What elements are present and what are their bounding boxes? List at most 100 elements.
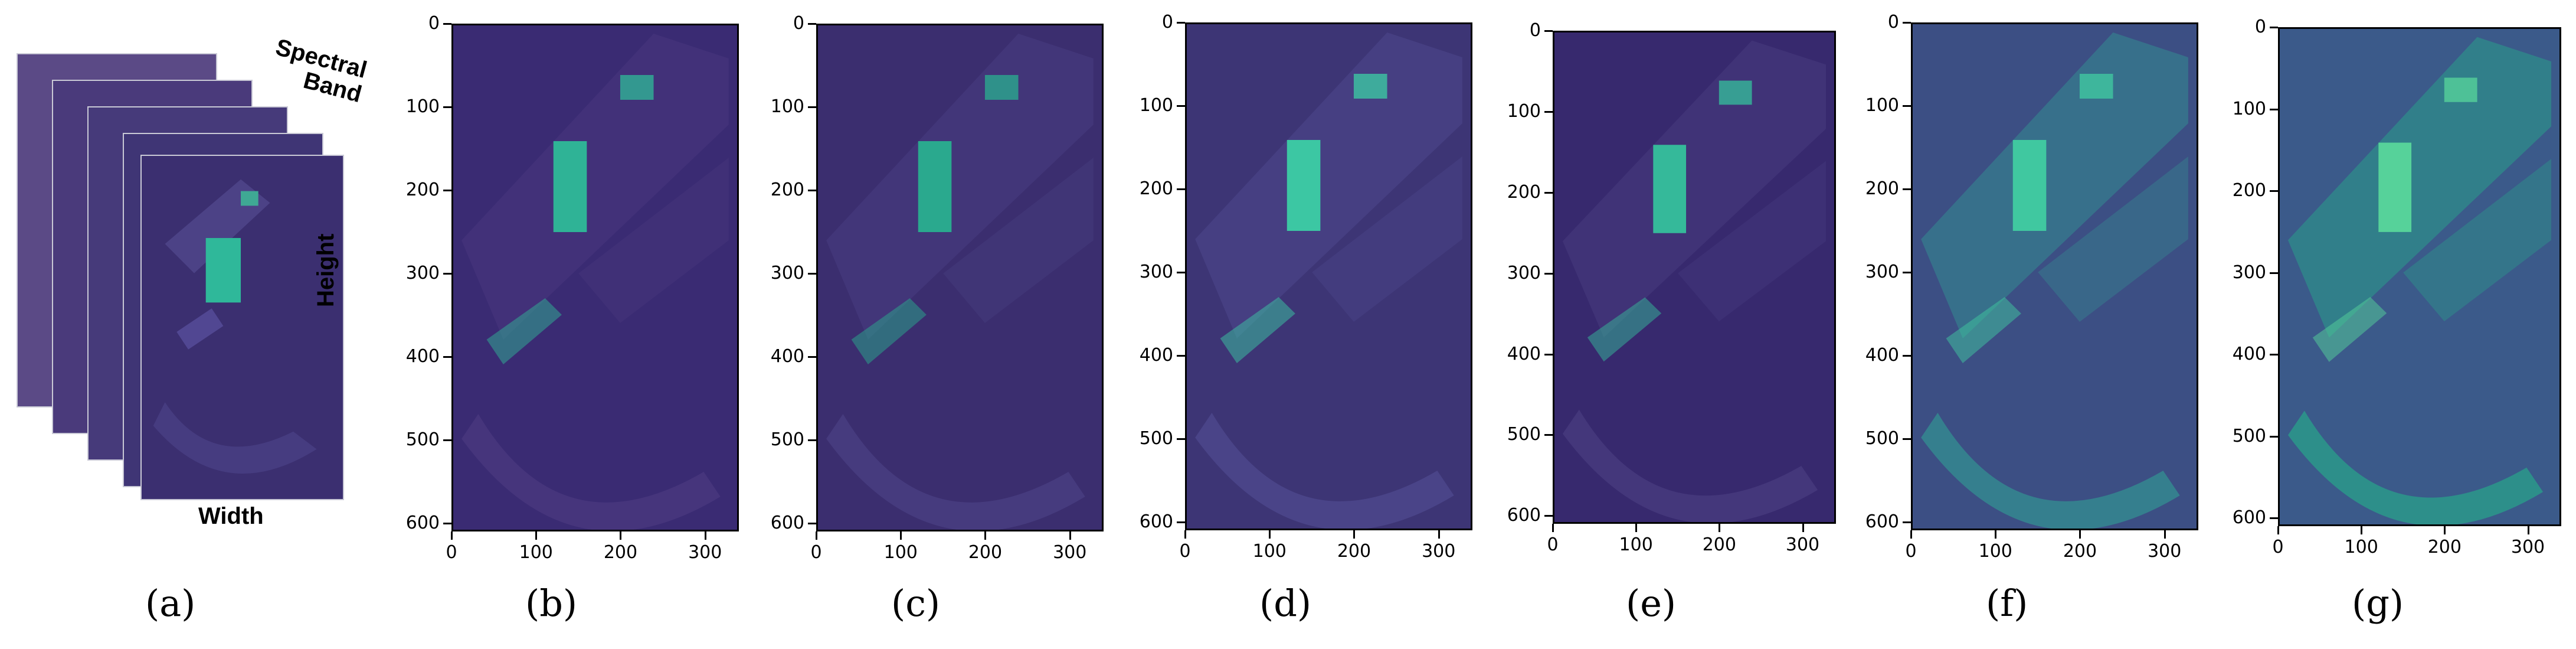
y-tick-mark <box>1903 22 1911 24</box>
spectral-image-front <box>142 156 343 499</box>
y-tick-mark <box>443 439 451 441</box>
panel-a: Spectral Band Height Width <box>12 34 389 561</box>
y-tick-mark <box>808 356 816 358</box>
spectral-image <box>1187 24 1471 529</box>
spectral-image <box>818 25 1102 530</box>
y-tick-label: 100 <box>770 96 804 117</box>
x-tick-label: 100 <box>519 542 553 563</box>
x-tick-label: 300 <box>1785 534 1820 555</box>
y-tick-mark <box>1903 521 1911 523</box>
y-tick-mark <box>1544 110 1553 113</box>
y-tick-mark <box>1544 434 1553 436</box>
y-tick-label: 200 <box>405 179 440 200</box>
y-tick-label: 300 <box>405 262 440 283</box>
x-tick-label: 100 <box>1252 541 1287 562</box>
y-tick-label: 400 <box>1865 344 1899 366</box>
y-tick-label: 0 <box>793 13 804 34</box>
y-tick-mark <box>1177 521 1185 523</box>
y-tick-mark <box>808 189 816 191</box>
x-tick-mark <box>1802 524 1804 532</box>
y-tick-mark <box>1177 105 1185 107</box>
y-tick-mark <box>443 189 451 191</box>
y-tick-label: 100 <box>405 96 440 117</box>
y-tick-mark <box>2270 517 2278 520</box>
y-tick-mark <box>1903 105 1911 107</box>
y-tick-label: 300 <box>1865 261 1899 282</box>
x-tick-mark <box>2444 526 2446 534</box>
y-tick-label: 400 <box>1139 344 1173 366</box>
y-tick-mark <box>1177 438 1185 440</box>
y-tick-mark <box>1544 191 1553 194</box>
x-tick-mark <box>2361 526 2363 534</box>
x-tick-mark <box>2527 526 2529 534</box>
plot-frame-7 <box>2278 27 2561 526</box>
y-tick-mark <box>808 272 816 275</box>
caption-a: (a) <box>145 582 196 625</box>
caption-e: (e) <box>1626 582 1677 625</box>
width-label: Width <box>198 503 264 529</box>
x-tick-mark <box>1719 524 1721 532</box>
x-tick-mark <box>2277 526 2279 534</box>
y-tick-mark <box>2270 435 2278 438</box>
x-tick-label: 0 <box>1905 541 1917 562</box>
caption-g: (g) <box>2352 582 2404 625</box>
y-tick-label: 600 <box>1865 511 1899 532</box>
y-tick-label: 200 <box>1139 178 1173 199</box>
x-tick-mark <box>1269 530 1271 539</box>
x-tick-label: 200 <box>968 542 1003 563</box>
y-tick-label: 500 <box>770 429 804 450</box>
y-tick-label: 600 <box>2232 507 2266 529</box>
y-tick-mark <box>2270 354 2278 356</box>
y-tick-label: 200 <box>770 179 804 200</box>
x-tick-mark <box>984 531 987 540</box>
y-tick-label: 500 <box>1865 428 1899 449</box>
y-tick-label: 300 <box>770 262 804 283</box>
y-tick-mark <box>2270 27 2278 28</box>
y-tick-mark <box>1544 353 1553 356</box>
y-tick-label: 100 <box>1865 94 1899 116</box>
x-tick-mark <box>2163 530 2166 539</box>
x-tick-mark <box>1353 530 1356 539</box>
spectral-band-label: Spectral Band <box>267 34 371 107</box>
x-tick-label: 0 <box>2272 537 2284 557</box>
y-tick-label: 200 <box>1865 178 1899 199</box>
y-tick-mark <box>2270 108 2278 110</box>
y-tick-label: 0 <box>1887 12 1899 32</box>
x-tick-label: 0 <box>810 542 822 563</box>
x-tick-mark <box>1910 530 1912 539</box>
y-tick-mark <box>808 439 816 441</box>
y-tick-mark <box>1177 271 1185 273</box>
x-tick-mark <box>816 531 817 540</box>
y-tick-mark <box>1903 354 1911 357</box>
x-tick-label: 100 <box>1619 534 1653 555</box>
y-tick-label: 200 <box>1507 181 1541 203</box>
y-tick-label: 100 <box>2232 98 2266 119</box>
caption-f: (f) <box>1986 582 2028 625</box>
y-tick-mark <box>2270 272 2278 274</box>
y-tick-mark <box>1544 272 1553 275</box>
x-tick-label: 100 <box>1978 541 2012 562</box>
y-tick-label: 400 <box>1507 343 1541 364</box>
x-tick-label: 0 <box>1547 534 1559 555</box>
y-tick-mark <box>443 356 451 358</box>
y-tick-label: 0 <box>1161 12 1173 32</box>
y-tick-mark <box>1177 188 1185 190</box>
spectral-image <box>2280 29 2559 524</box>
y-tick-label: 0 <box>2254 17 2266 37</box>
x-tick-label: 0 <box>446 542 457 563</box>
y-tick-label: 200 <box>2232 180 2266 201</box>
x-tick-label: 300 <box>688 542 722 563</box>
y-tick-mark <box>1544 515 1553 517</box>
y-tick-label: 500 <box>1507 424 1541 445</box>
y-tick-mark <box>443 23 451 25</box>
caption-d: (d) <box>1259 582 1312 625</box>
x-tick-mark <box>1069 531 1071 540</box>
spectral-image <box>1913 24 2197 529</box>
y-tick-mark <box>1903 188 1911 190</box>
y-tick-label: 500 <box>1139 428 1173 449</box>
y-tick-label: 100 <box>1507 100 1541 122</box>
y-tick-mark <box>443 522 451 524</box>
y-tick-mark <box>1544 30 1553 32</box>
x-tick-label: 200 <box>2063 541 2097 562</box>
spectral-image <box>453 25 737 530</box>
